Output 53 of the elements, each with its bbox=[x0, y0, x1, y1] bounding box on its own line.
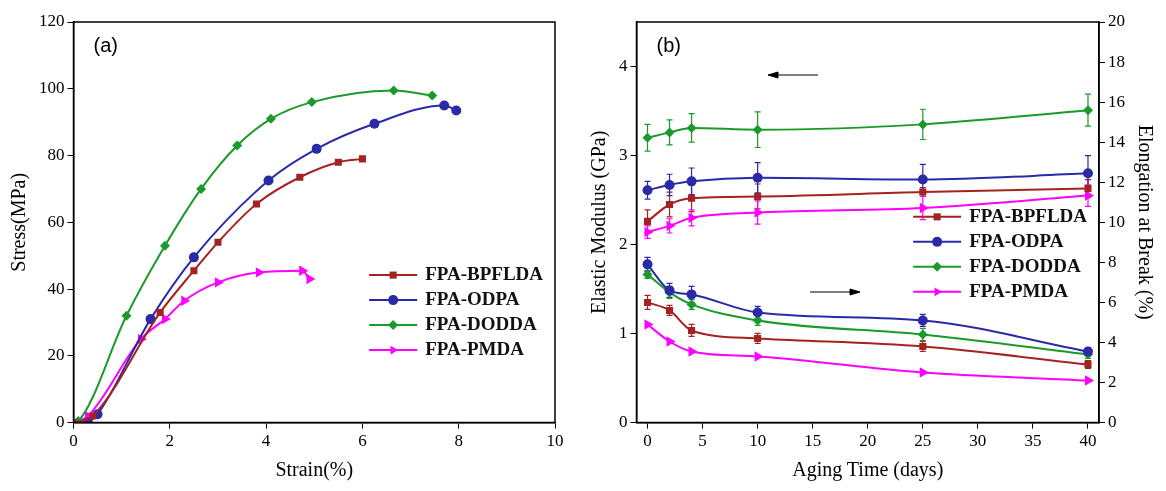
y-tick-label: 20 bbox=[47, 345, 65, 365]
y2-tick-label: 16 bbox=[1108, 91, 1125, 111]
x-tick-label: 25 bbox=[914, 431, 932, 451]
legend-label: FPA-ODPA bbox=[425, 288, 520, 310]
x-tick-label: 2 bbox=[165, 431, 175, 451]
legend-label: FPA-DODDA bbox=[425, 313, 537, 335]
annotation: (a) bbox=[93, 33, 118, 56]
x-tick-label: 0 bbox=[69, 431, 78, 451]
y2-tick-label: 14 bbox=[1108, 131, 1126, 151]
y2-tick-label: 8 bbox=[1108, 251, 1117, 271]
y-tick-label: 0 bbox=[56, 412, 65, 432]
x-axis-title: Strain(%) bbox=[275, 458, 354, 482]
y2-tick-label: 18 bbox=[1108, 51, 1125, 71]
x-tick-label: 6 bbox=[358, 431, 367, 451]
x-tick-label: 30 bbox=[969, 431, 987, 451]
x-tick-label: 35 bbox=[1024, 431, 1042, 451]
x-tick-label: 4 bbox=[261, 431, 271, 451]
legend-label: FPA-ODPA bbox=[969, 229, 1064, 251]
y-tick-label: 2 bbox=[619, 234, 628, 254]
y-axis-title: Elastic Modulus (GPa) bbox=[587, 130, 611, 314]
x-tick-label: 8 bbox=[454, 431, 463, 451]
y2-tick-label: 4 bbox=[1108, 331, 1117, 351]
x-tick-label: 10 bbox=[546, 431, 564, 451]
x-tick-label: 10 bbox=[749, 431, 767, 451]
y-tick-label: 60 bbox=[47, 211, 65, 231]
y-tick-label: 1 bbox=[619, 323, 628, 343]
x-tick-label: 20 bbox=[859, 431, 877, 451]
x-tick-label: 5 bbox=[698, 431, 707, 451]
legend-label: FPA-BPFLDA bbox=[425, 263, 544, 285]
y-tick-label: 40 bbox=[47, 278, 65, 298]
x-tick-label: 15 bbox=[804, 431, 822, 451]
y-tick-label: 120 bbox=[39, 11, 65, 31]
legend-label: FPA-DODDA bbox=[969, 254, 1081, 276]
y2-tick-label: 2 bbox=[1108, 372, 1117, 392]
y2-tick-label: 6 bbox=[1108, 291, 1117, 311]
annotation: (b) bbox=[656, 33, 681, 56]
x-tick-label: 40 bbox=[1079, 431, 1097, 451]
y-tick-label: 4 bbox=[619, 55, 628, 75]
y-tick-label: 3 bbox=[619, 145, 628, 164]
y-tick-label: 100 bbox=[39, 78, 65, 98]
y-tick-label: 80 bbox=[47, 145, 65, 164]
y2-tick-label: 10 bbox=[1108, 211, 1125, 231]
y-axis-title: Stress(MPa) bbox=[7, 172, 31, 272]
y2-axis-title: Elongation at Break (%) bbox=[1133, 124, 1157, 320]
y-tick-label: 0 bbox=[619, 412, 628, 432]
x-tick-label: 0 bbox=[643, 431, 652, 451]
y2-tick-label: 12 bbox=[1108, 171, 1125, 191]
x-axis-title: Aging Time (days) bbox=[792, 458, 944, 482]
y2-tick-label: 0 bbox=[1108, 412, 1117, 432]
legend-label: FPA-PMDA bbox=[969, 279, 1069, 301]
legend-label: FPA-PMDA bbox=[425, 338, 525, 360]
legend-label: FPA-BPFLDA bbox=[969, 204, 1088, 226]
y2-tick-label: 20 bbox=[1108, 11, 1125, 31]
